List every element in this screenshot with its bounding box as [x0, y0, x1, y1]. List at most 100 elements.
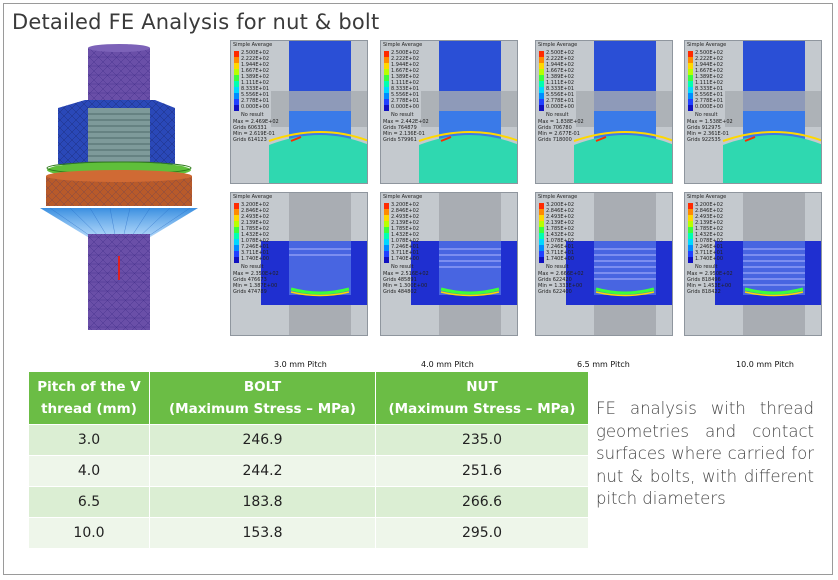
fe-panel: Simple Average 3.200E+02 2.846E+02 2.493E+0…: [535, 192, 673, 336]
legend-value: 1.944E+02: [546, 62, 575, 68]
panel-min: Min = 1.333E+00: [538, 283, 583, 289]
legend-no-result: No result: [546, 264, 569, 270]
legend-value: 2.500E+02: [391, 50, 420, 56]
legend-no-result: No result: [391, 264, 414, 270]
panel-max: Max = 1.838E+02: [538, 119, 584, 125]
legend-value: 1.785E+02: [391, 226, 420, 232]
legend-value: 7.246E+01: [546, 244, 575, 250]
legend-value: 3.200E+02: [391, 202, 420, 208]
panel-min: Min = 1.387E+00: [233, 283, 278, 289]
pitch-label-4mm: 4.0 mm Pitch: [421, 360, 474, 369]
legend-title: Simple Average: [233, 42, 273, 48]
fe-panel: Simple Average 3.200E+02 2.846E+02 2.493E+0…: [230, 192, 368, 336]
legend-value: 2.139E+02: [695, 220, 724, 226]
cell-nut: 251.6: [375, 455, 589, 487]
legend-no-result: No result: [546, 112, 569, 118]
panel-max: Max = 2.516E+02: [383, 271, 429, 277]
panel-grids: Grids 485891: [383, 277, 417, 283]
legend-title: Simple Average: [687, 42, 727, 48]
fe-contour-plot: [231, 41, 367, 183]
legend-title: Simple Average: [538, 42, 578, 48]
stress-results-table: Pitch of the V thread (mm) BOLT (Maximum…: [28, 371, 589, 549]
legend-value: 2.846E+02: [546, 208, 575, 214]
table-row: 10.0 153.8 295.0: [28, 517, 589, 549]
legend-value: 1.432E+02: [241, 232, 270, 238]
analysis-description: FE analysis with thread geometries and c…: [596, 399, 814, 509]
legend-value: 2.778E+01: [241, 98, 270, 104]
legend-value: 2.778E+01: [546, 98, 575, 104]
legend-value: 3.711E+01: [391, 250, 420, 256]
legend-value: 3.711E+01: [695, 250, 724, 256]
cell-pitch: 4.0: [28, 455, 150, 487]
legend-value: 1.944E+02: [695, 62, 724, 68]
legend-value: 1.389E+02: [546, 74, 575, 80]
fe-contour-plot: [381, 193, 517, 335]
legend-value: 1.667E+02: [546, 68, 575, 74]
legend-value: 2.222E+02: [241, 56, 270, 62]
legend-title: Simple Average: [383, 42, 423, 48]
legend-title: Simple Average: [383, 194, 423, 200]
fe-panel: Simple Average 3.200E+02 2.846E+02 2.493E+0…: [684, 192, 822, 336]
panel-grids-min: Grids 579961: [383, 137, 417, 143]
legend-value: 1.740E+00: [391, 256, 420, 262]
slide-title: Detailed FE Analysis for nut & bolt: [12, 10, 380, 34]
legend-value: 0.000E+00: [695, 104, 724, 110]
panel-grids: Grids 706780: [538, 125, 572, 131]
bolt-nut-mesh-model: [40, 44, 198, 330]
legend-value: 0.000E+00: [391, 104, 420, 110]
legend-value: 2.500E+02: [695, 50, 724, 56]
header-bolt-line2: (Maximum Stress – MPa): [169, 401, 356, 417]
fe-panel: Simple Average 2.500E+02 2.222E+02 1.944E+0…: [535, 40, 673, 184]
panel-max: Max = 2.666E+02: [538, 271, 584, 277]
legend-value: 2.846E+02: [695, 208, 724, 214]
panel-grids-min: Grids 818422: [687, 289, 721, 295]
table-header-row: Pitch of the V thread (mm) BOLT (Maximum…: [28, 371, 589, 425]
legend-value: 3.711E+01: [241, 250, 270, 256]
legend-value: 1.389E+02: [241, 74, 270, 80]
legend-value: 7.246E+01: [241, 244, 270, 250]
legend-value: 1.667E+02: [391, 68, 420, 74]
legend-value: 8.333E+01: [546, 86, 575, 92]
legend-value: 1.740E+00: [241, 256, 270, 262]
legend-value: 1.432E+02: [391, 232, 420, 238]
cell-nut: 266.6: [375, 486, 589, 518]
panel-max: Max = 2.350E+02: [233, 271, 279, 277]
legend-value: 8.333E+01: [391, 86, 420, 92]
fe-contour-plot: [685, 41, 821, 183]
legend-value: 1.944E+02: [241, 62, 270, 68]
table-row: 4.0 244.2 251.6: [28, 455, 589, 487]
legend-value: 5.556E+01: [695, 92, 724, 98]
fe-contour-plot: [381, 41, 517, 183]
legend-value: 3.711E+01: [546, 250, 575, 256]
panel-max: Max = 1.538E+02: [687, 119, 733, 125]
legend-value: 5.556E+01: [241, 92, 270, 98]
header-bolt-line1: BOLT: [243, 379, 282, 395]
legend-value: 0.000E+00: [546, 104, 575, 110]
legend-value: 2.846E+02: [241, 208, 270, 214]
fe-contour-plot: [231, 193, 367, 335]
cell-nut: 295.0: [375, 517, 589, 549]
panel-max: Max = 2.442E+02: [383, 119, 429, 125]
legend-value: 1.740E+00: [695, 256, 724, 262]
legend-value: 0.000E+00: [241, 104, 270, 110]
header-pitch-line2: thread (mm): [41, 401, 137, 417]
cell-bolt: 183.8: [149, 486, 376, 518]
legend-value: 1.078E+02: [546, 238, 575, 244]
legend-value: 1.432E+02: [695, 232, 724, 238]
legend-value: 1.111E+02: [391, 80, 420, 86]
panel-min: Min = 2.136E-01: [383, 131, 425, 137]
legend-no-result: No result: [391, 112, 414, 118]
legend-value: 2.493E+02: [695, 214, 724, 220]
legend-title: Simple Average: [687, 194, 727, 200]
legend-value: 3.200E+02: [546, 202, 575, 208]
panel-min: Min = 2.619E-01: [233, 131, 275, 137]
legend-value: 2.139E+02: [391, 220, 420, 226]
cell-pitch: 10.0: [28, 517, 150, 549]
panel-min: Min = 1.300E+00: [383, 283, 428, 289]
panel-max: Max = 2.950E+02: [687, 271, 733, 277]
cell-pitch: 3.0: [28, 424, 150, 456]
panel-min: Min = 2.677E-01: [538, 131, 580, 137]
legend-value: 1.740E+00: [546, 256, 575, 262]
legend-value: 1.078E+02: [695, 238, 724, 244]
fe-panel: Simple Average 2.500E+02 2.222E+02 1.944E+0…: [230, 40, 368, 184]
